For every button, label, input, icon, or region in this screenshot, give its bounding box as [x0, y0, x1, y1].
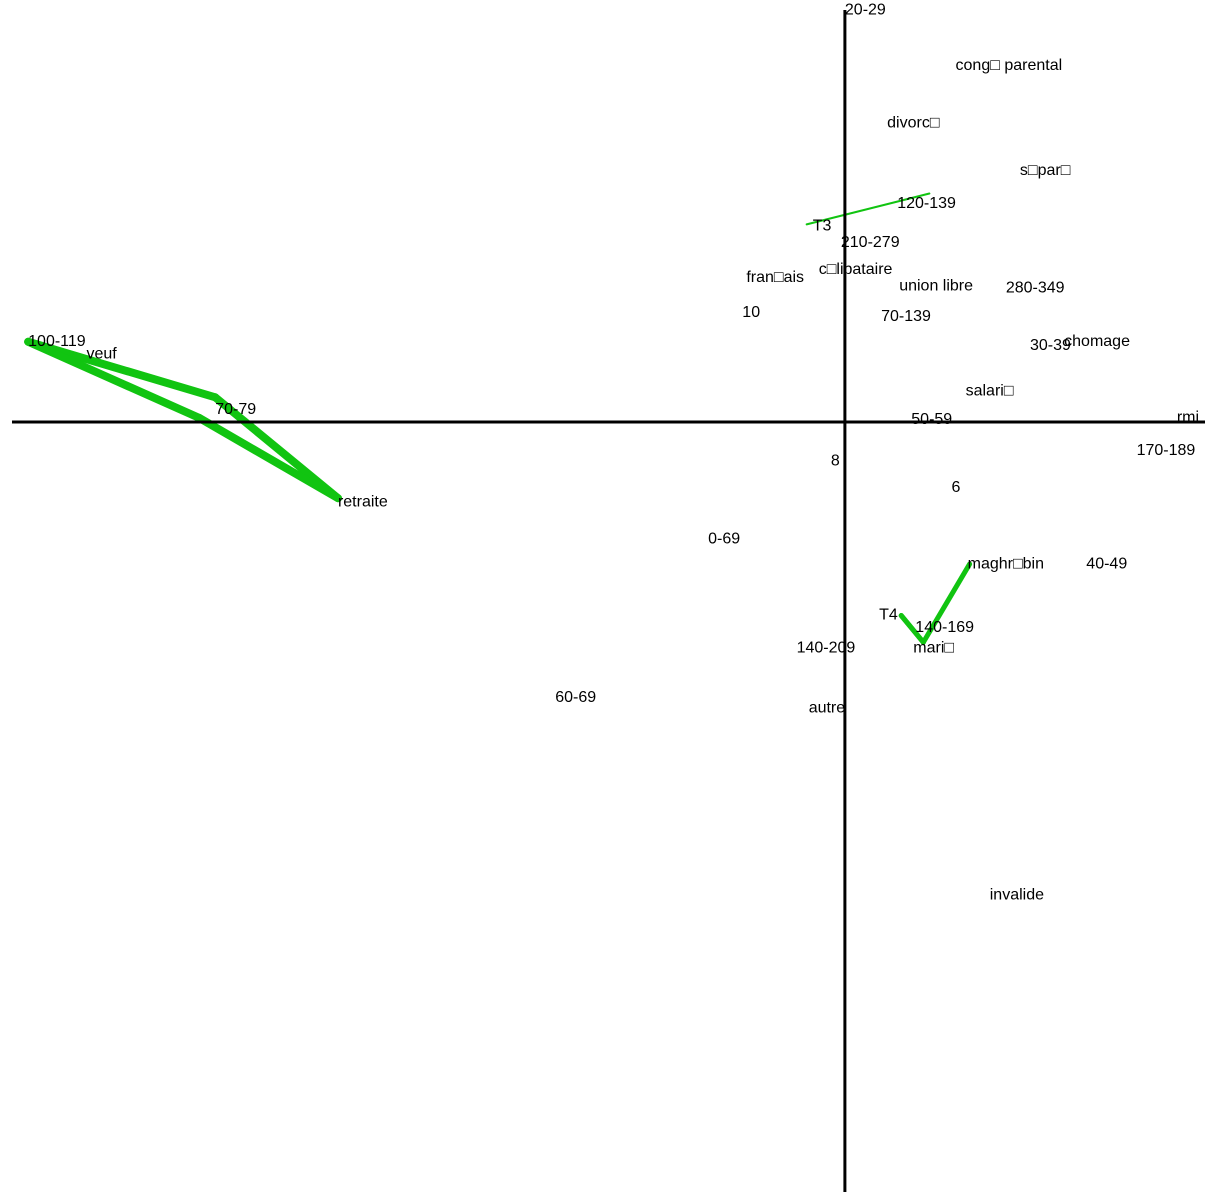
edge-line — [195, 413, 342, 503]
point-label: 8 — [831, 452, 840, 469]
point-label: 6 — [952, 479, 961, 496]
point-label: salari□ — [966, 382, 1014, 399]
point-label: 70-79 — [215, 401, 256, 418]
edge-line — [805, 192, 931, 226]
point-label: maghr□bin — [968, 555, 1044, 572]
point-label: s□par□ — [1020, 162, 1071, 179]
point-label: 50-59 — [911, 411, 952, 428]
edge-line — [211, 393, 342, 503]
point-label: 20-29 — [845, 2, 886, 19]
point-label: 30-39 — [1030, 337, 1071, 354]
point-label: autre — [809, 699, 846, 716]
point-label: divorc□ — [887, 115, 940, 132]
point-label: fran□ais — [746, 269, 804, 286]
point-label: invalide — [990, 887, 1044, 904]
point-label: 210-279 — [841, 234, 900, 251]
point-label: 100-119 — [28, 333, 86, 350]
edge-line — [920, 561, 973, 645]
point-label: rmi — [1177, 409, 1199, 426]
point-label: 140-209 — [797, 640, 856, 657]
point-label: T4 — [879, 607, 898, 624]
point-label: 10 — [742, 304, 760, 321]
point-label: 120-139 — [897, 195, 956, 212]
point-label: veuf — [87, 345, 118, 362]
edges-layer — [24, 192, 973, 645]
point-label: 170-189 — [1137, 442, 1196, 459]
point-label: T3 — [813, 218, 832, 235]
point-label: cong□ parental — [956, 57, 1063, 74]
point-label: 140-169 — [915, 619, 974, 636]
point-label: 40-49 — [1086, 555, 1127, 572]
point-label: c□libataire — [819, 261, 893, 278]
edge-line — [24, 337, 220, 402]
point-label: mari□ — [913, 640, 954, 657]
point-labels-layer: 20-29 cong□ parental divorc□ s□par□ 120-139 T… — [28, 2, 1199, 904]
point-label: 0-69 — [708, 531, 740, 548]
point-label: retraite — [338, 494, 388, 511]
point-label: 280-349 — [1006, 279, 1065, 296]
edge-line — [24, 337, 204, 422]
point-label: union libre — [899, 277, 973, 294]
point-label: 70-139 — [881, 308, 931, 325]
point-label: chomage — [1064, 333, 1130, 350]
point-label: 60-69 — [555, 689, 596, 706]
edge-line — [898, 613, 926, 645]
